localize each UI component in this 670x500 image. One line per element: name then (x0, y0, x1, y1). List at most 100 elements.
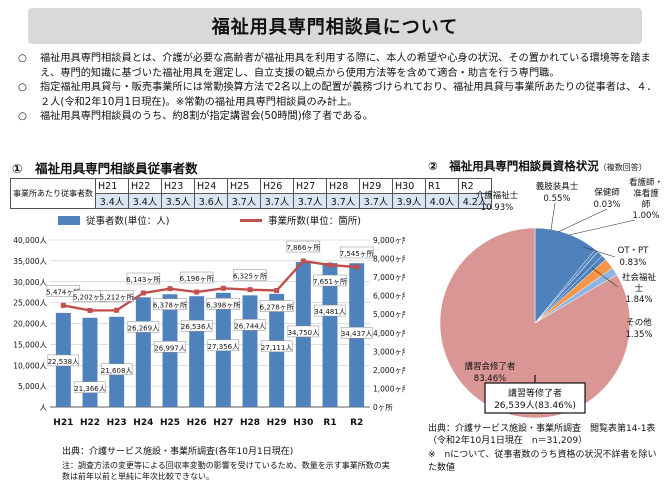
bar-value-label: 34,437人 (341, 330, 373, 338)
pie-pct: 1.35% (625, 330, 652, 340)
section2-title-note: （複数回答） (598, 163, 647, 172)
bar-workers (135, 297, 151, 407)
bullet-text: 福祉用具専門相談員のうち、約8割が指定講習会(50時間)修了者である。 (40, 111, 373, 122)
line-label-box (233, 269, 267, 281)
y-left-tick-label: 35,000人 (13, 257, 47, 266)
bar-label-box (47, 354, 80, 367)
pie-label: 介護福祉士 (476, 190, 519, 201)
y-right-tick-label: 2,000ヶ所 (373, 365, 405, 375)
x-tick-label: H24 (133, 418, 153, 428)
pie-pct: 10.93% (481, 203, 513, 213)
ratio-value: 3.4人 (128, 193, 162, 209)
section1-note: 注：調査方法の変更等による回収率変動の影響を受けているため、数量を示す事業所数の… (62, 461, 390, 481)
y-right-tick-label: 6,000ヶ所 (373, 291, 405, 301)
marker-offices (140, 290, 146, 296)
bar-label-box (207, 339, 240, 352)
y-right-tick-label: 5,000ヶ所 (373, 309, 405, 319)
pie-pct: 83.46% (474, 374, 506, 384)
line-label-box (339, 246, 374, 259)
page-title-bar: 福祉用具専門相談員について (28, 8, 642, 44)
bar-label-box (234, 319, 266, 331)
line-value-label: 5,474ヶ所 (46, 287, 80, 296)
ratio-table: 事業所あたり従事者数 H21 H22 H23 H24 H25 H26 H27 H… (10, 178, 492, 209)
section2-title: ② 福祉用具専門相談員資格状況（複数回答） (428, 158, 647, 174)
legend-label-offices: 事業所数(単位：箇所) (268, 215, 361, 227)
line-label-box (179, 271, 214, 284)
y-left-tick-label: 25,000人 (13, 299, 47, 308)
bullet-text: 指定福祉用具貸与・販売事業所には常勤換算方法で2名以上の配置が義務づけられており… (40, 82, 657, 108)
marker-offices (167, 286, 173, 292)
marker-offices (114, 307, 120, 313)
ratio-year: H25 (227, 178, 261, 194)
line-value-label: 6,196ヶ所 (180, 274, 214, 283)
pie-pct: 0.83% (619, 258, 646, 268)
y-left-tick-label: 5,000人 (18, 382, 47, 391)
bar-label-box (314, 304, 346, 317)
marker-offices (354, 264, 360, 270)
bar-value-label: 27,111人 (261, 344, 293, 352)
line-label-box (99, 290, 134, 302)
bar-value-label: 22,538人 (48, 358, 80, 366)
ratio-value: 3.4人 (95, 193, 129, 209)
marker-offices (300, 258, 306, 264)
bar-label-box (260, 340, 293, 353)
section1-source: 出典：介護サービス施設・事業所調査(各年10月1日現在) (62, 447, 294, 457)
line-label-box (126, 272, 161, 285)
ratio-year: H28 (326, 178, 360, 194)
bar-value-label: 27,356人 (208, 343, 240, 351)
marker-offices (87, 307, 93, 313)
x-tick-label: R1 (323, 418, 336, 428)
pie-label: その他 (626, 317, 652, 328)
line-value-label: 5,212ヶ所 (100, 292, 134, 301)
pie-leader-line (550, 202, 556, 231)
line-value-label: 6,278ヶ所 (260, 303, 294, 312)
x-tick-label: H22 (80, 418, 100, 428)
bar-value-label: 34,481人 (314, 308, 346, 316)
bar-label-box (74, 381, 106, 394)
marker-offices (60, 302, 66, 308)
pie-label: 保健師 (594, 187, 620, 198)
ratio-value: 3.6人 (194, 193, 228, 209)
y-left-tick-label: 人 (40, 403, 48, 412)
x-tick-label: H30 (293, 418, 313, 428)
pie-chart: 介護福祉士 10.93% 義肢装具士 0.55% 保健師 0.03% 看護師・准看護師1.0… (439, 177, 663, 419)
pie-label: 士 (635, 283, 644, 294)
bullet-item: ○ 福祉用具専門相談員とは、介護が必要な高齢者が福祉用具を利用する際に、本人の希… (18, 52, 658, 81)
pie-label: 講習会修了者 (464, 361, 516, 372)
marker-offices (274, 288, 280, 294)
line-value-label: 6,398ヶ所 (206, 300, 240, 309)
bullet-item: ○ 福祉用具専門相談員のうち、約8割が指定講習会(50時間)修了者である。 (18, 110, 658, 125)
bar-value-label: 26,997人 (154, 344, 186, 352)
pie-slice (534, 227, 596, 324)
y-right-tick-label: 0ヶ所 (373, 402, 393, 412)
x-tick-label: R2 (350, 418, 363, 428)
x-tick-label: H23 (107, 418, 127, 428)
bullet-mark: ○ (18, 111, 27, 122)
ratio-value: 3.7人 (227, 193, 261, 209)
bullet-mark: ○ (18, 82, 27, 93)
pie-leader-line (557, 208, 608, 233)
bar-workers (322, 263, 338, 407)
pie-label: 師 (642, 199, 651, 210)
ratio-year: H29 (359, 178, 393, 194)
ratio-year: H23 (161, 178, 195, 194)
marker-offices (220, 285, 226, 291)
bar-label-box (340, 326, 373, 339)
y-right-tick-label: 1,000ヶ所 (373, 383, 405, 393)
y-left-tick-label: 10,000人 (13, 361, 47, 370)
x-tick-label: H29 (267, 418, 287, 428)
line-label-box (206, 298, 241, 310)
bullet-item: ○ 指定福祉用具貸与・販売事業所には常勤換算方法で2名以上の配置が義務づけられて… (18, 81, 658, 110)
ratio-value-row: 3.4人 3.4人 3.5人 3.6人 3.7人 3.7人 3.7人 3.7人 … (11, 193, 492, 209)
x-tick-label: H26 (187, 418, 207, 428)
line-value-label: 6,378ヶ所 (153, 301, 187, 310)
ratio-value: 4.2人 (458, 193, 492, 209)
legend-label-workers: 従事者数(単位：人) (86, 215, 169, 227)
x-tick-label: H27 (213, 418, 233, 428)
y-left-tick-label: 20,000人 (13, 320, 47, 329)
bar-value-label: 26,269人 (128, 324, 160, 332)
ratio-year: H24 (194, 178, 228, 194)
ratio-value: 3.7人 (293, 193, 327, 209)
section2-note: ※ nについて、従事者数のうち資格の状況不詳者を除いた数値 (428, 450, 657, 473)
ratio-value: 3.7人 (359, 193, 393, 209)
